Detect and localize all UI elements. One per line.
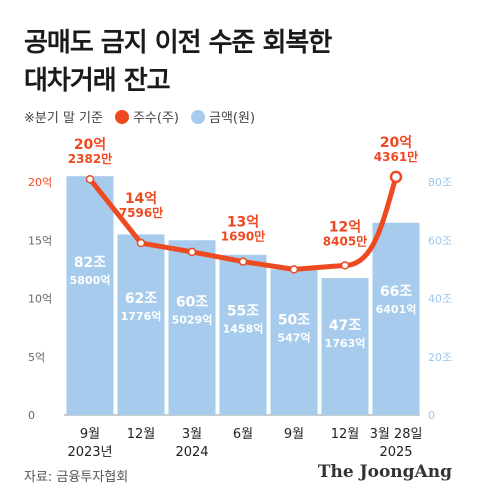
bar-value-label: 66조 — [380, 284, 412, 300]
bar-sub-label: 1763억 — [325, 337, 366, 350]
right-axis-tick: 60조 — [428, 234, 452, 247]
bar — [372, 222, 420, 415]
x-axis-year-label: 2024 — [175, 445, 208, 460]
line-sub-label: 4361만 — [374, 149, 418, 164]
line-point — [340, 261, 350, 270]
line-point — [238, 257, 248, 266]
line-point — [187, 247, 197, 257]
x-axis-label: 9월 — [80, 427, 100, 442]
legend-line-label: 주수(주) — [132, 111, 179, 126]
bar-sub-label: 5800억 — [70, 274, 111, 287]
x-axis-year-label: 2025 — [379, 445, 412, 460]
line-sub-label: 1690만 — [221, 229, 265, 244]
publisher-logo: The JoongAng — [317, 462, 452, 482]
line-series — [87, 174, 399, 272]
line-value-label: 13억 — [227, 215, 259, 231]
x-axis-label: 12월 — [127, 427, 156, 442]
bar — [168, 240, 216, 415]
legend-bar-label: 금액(원) — [209, 111, 256, 126]
x-axis-label: 3월 — [182, 427, 202, 442]
line-value-label: 20억 — [380, 135, 412, 151]
line-point — [389, 170, 403, 184]
line-point — [289, 265, 299, 274]
legend-bar-swatch — [191, 109, 205, 124]
x-axis-label: 6월 — [233, 427, 253, 442]
bar — [117, 234, 165, 415]
legend: ※분기 말 기준 주수(주) 금액(원) — [24, 107, 255, 126]
bar-sub-label: 1776억 — [121, 310, 162, 323]
line-point — [136, 238, 146, 248]
line-value-label: 14억 — [125, 191, 157, 207]
bar-sub-label: 6401억 — [376, 303, 417, 316]
bar-value-label: 47조 — [329, 318, 361, 334]
left-axis-tick: 15억 — [28, 234, 52, 247]
bar-value-label: 82조 — [74, 255, 106, 271]
line-point — [85, 174, 95, 184]
bar — [270, 269, 318, 415]
x-axis-year-label: 2023년 — [67, 445, 112, 460]
left-axis-tick: 0 — [28, 409, 35, 422]
bar — [321, 278, 369, 415]
right-axis-tick: 40조 — [428, 293, 452, 306]
line-value-label: 20억 — [74, 137, 106, 153]
right-axis-tick: 80조 — [428, 176, 452, 189]
bar-sub-label: 1458억 — [223, 323, 264, 336]
bar-value-label: 50조 — [278, 313, 310, 329]
chart-title: 공매도 금지 이전 수준 회복한 — [24, 28, 332, 58]
line-value-label: 12억 — [329, 219, 361, 235]
bar — [66, 176, 114, 415]
bar — [219, 254, 267, 415]
bar-sub-label: 5029억 — [172, 314, 213, 327]
left-axis-tick: 5억 — [28, 351, 45, 364]
line-sub-label: 2382만 — [68, 151, 112, 166]
line-sub-label: 7596만 — [119, 205, 163, 220]
bar-value-label: 60조 — [176, 295, 208, 311]
left-axis-tick: 10억 — [28, 293, 52, 306]
legend-line-swatch — [114, 109, 129, 124]
bar-value-label: 55조 — [227, 304, 259, 320]
right-axis-tick: 20조 — [428, 351, 452, 364]
chart-title-line2: 대차거래 잔고 — [24, 66, 171, 96]
line-sub-label: 8405만 — [323, 233, 367, 248]
x-axis-label: 3월 28일 — [370, 427, 423, 442]
bar-sub-label: 547억 — [277, 332, 310, 345]
left-axis-tick: 20억 — [28, 176, 52, 189]
x-axis-label: 9월 — [284, 427, 304, 442]
legend-note: ※분기 말 기준 — [24, 111, 103, 126]
x-axis-label: 12월 — [331, 427, 360, 442]
source-note: 자료: 금융투자협회 — [24, 470, 129, 485]
bar-value-label: 62조 — [125, 291, 157, 307]
right-axis-tick: 0 — [428, 409, 435, 422]
